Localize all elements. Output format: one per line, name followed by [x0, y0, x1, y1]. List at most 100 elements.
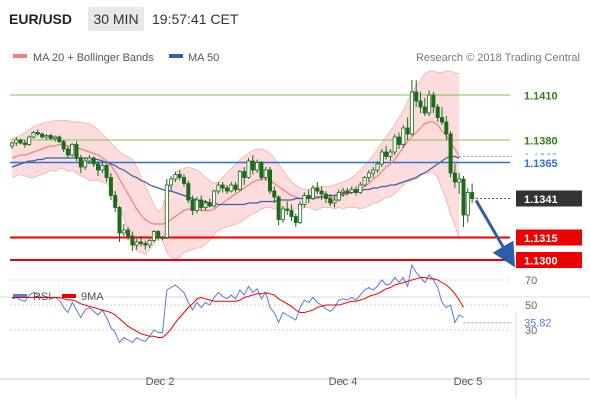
clock-label: 19:57:41 CET [152, 11, 239, 27]
candle-body [332, 199, 337, 204]
price-label-bg-resistance_1 [516, 132, 582, 148]
time-label: Dec 2 [146, 376, 175, 388]
forecast-arrow [474, 199, 516, 268]
candle-body [362, 177, 367, 186]
ma20-line [11, 121, 460, 225]
candle-body [328, 198, 333, 204]
price-label-last_price: 1.1341 [524, 194, 558, 206]
candle-body [100, 165, 105, 171]
candle-body [61, 141, 66, 150]
price-label-resistance_1: 1.1380 [524, 136, 558, 148]
ma9-legend-label: 9MA [81, 291, 104, 303]
candle-body [452, 172, 457, 183]
moving-averages [11, 121, 512, 225]
candle-body [207, 202, 212, 207]
candle-body [401, 127, 406, 145]
candle-body [147, 240, 152, 246]
candle-body [259, 162, 264, 178]
candle-body [306, 195, 311, 199]
price-label-bg-last_price [516, 190, 582, 207]
candle-body [57, 136, 62, 142]
candle-body [267, 169, 272, 192]
ma9-legend-swatch [62, 294, 76, 298]
ma50-legend-swatch [169, 54, 183, 58]
candle-body [358, 184, 363, 193]
candle-body [65, 148, 70, 156]
ma20-legend-label: MA 20 + Bollinger Bands [33, 52, 154, 64]
candle-body [444, 121, 449, 135]
price-label-support_1: 1.1315 [524, 233, 558, 245]
price-label-pivot: 1.1365 [524, 158, 558, 170]
rsi-legend-swatch [13, 294, 27, 298]
timeframe-badge[interactable]: 30 MIN [88, 7, 144, 31]
candle-body [323, 193, 328, 199]
candle-body [113, 195, 118, 208]
candle-body [48, 135, 53, 139]
candle-body [431, 94, 436, 108]
candle-body [194, 199, 199, 211]
candle-body [272, 190, 277, 198]
candle-body [255, 162, 260, 171]
price-label-resistance_2: 1.1410 [524, 91, 558, 103]
candle-body [160, 237, 165, 239]
candle-body [212, 190, 217, 207]
candle-body [186, 183, 191, 201]
candle-body [242, 171, 247, 178]
candle-body [14, 139, 19, 144]
candle-body [156, 231, 161, 238]
copyright-label: Research © 2018 Trading Central [416, 52, 580, 64]
candle-body [263, 169, 268, 178]
candle-body [310, 187, 315, 199]
candle-body [40, 133, 45, 138]
candle-body [461, 178, 466, 216]
candle-body [435, 106, 440, 118]
candle-body [388, 151, 393, 157]
candle-body [134, 241, 139, 246]
candle-body [289, 210, 294, 217]
candle-body [190, 199, 195, 211]
candle-body [216, 184, 221, 192]
price-legend: MA 20 + Bollinger Bands MA 50 Research ©… [13, 52, 580, 64]
candle-body [233, 184, 238, 190]
candle-body [138, 241, 143, 244]
candle-body [379, 151, 384, 165]
candle-body [285, 208, 290, 211]
candle-body [366, 172, 371, 178]
candle-body [319, 190, 324, 195]
candle-body [151, 231, 156, 241]
candle-body [293, 216, 298, 223]
candle-body [104, 165, 109, 178]
candle-body [87, 157, 92, 162]
ma50-legend-label: MA 50 [188, 52, 219, 64]
candle-body [199, 199, 204, 208]
candle-body [427, 94, 432, 114]
candle-body [470, 192, 475, 199]
candle-body [70, 144, 75, 156]
candle-body [315, 187, 320, 192]
rsi-line [11, 263, 464, 344]
candle-body [418, 100, 423, 108]
candle-body [53, 136, 58, 139]
candle-body [224, 187, 229, 192]
rsi-level-label: 50 [525, 300, 537, 312]
candle-body [448, 133, 453, 174]
candle-body [349, 189, 354, 193]
candle-body [336, 192, 341, 201]
rsi-level-label: 70 [525, 275, 537, 287]
bollinger-lower-line [11, 168, 460, 261]
candle-body [439, 117, 444, 123]
candle-body [457, 178, 462, 183]
price-label-bg-pivot [516, 154, 582, 171]
candle-body [276, 196, 281, 220]
candle-body [396, 136, 401, 145]
bollinger-bands [11, 70, 460, 261]
price-label-bg-support_1 [516, 229, 582, 246]
ma20-legend-swatch [13, 54, 27, 58]
candle-body [78, 157, 83, 168]
candle-body [130, 235, 135, 246]
candle-body [126, 229, 131, 237]
candle-body [345, 190, 350, 193]
candle-body [203, 202, 208, 208]
